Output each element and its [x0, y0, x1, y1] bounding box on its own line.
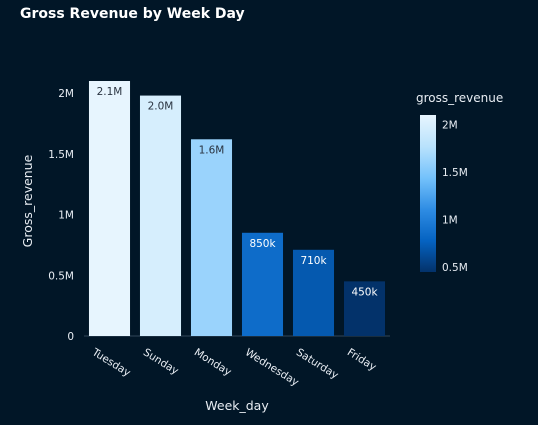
colorbar-tick-label: 0.5M — [442, 262, 468, 274]
bar-sunday[interactable] — [139, 95, 182, 336]
colorbar-title: gross_revenue — [416, 91, 503, 105]
bar-monday[interactable] — [190, 139, 233, 336]
y-tick-label: 2M — [58, 88, 74, 100]
colorbar-tick-label: 1.5M — [442, 167, 468, 179]
colorbar-gradient — [420, 115, 436, 272]
y-tick-label: 0.5M — [48, 270, 74, 282]
y-tick-label: 1.5M — [48, 149, 74, 161]
colorbar-tick-label: 2M — [442, 120, 458, 132]
bar-friday[interactable] — [343, 281, 386, 336]
bar-tuesday[interactable] — [88, 81, 131, 336]
plot-area: 0 0.5M 1M 1.5M 2M 2.1M Tuesday 2.0M Sunday 1.6M Mo… — [48, 81, 390, 389]
y-tick-label: 1M — [58, 210, 74, 222]
x-tick-label: Sunday — [141, 346, 181, 377]
x-tick-label: Monday — [192, 346, 234, 378]
x-axis-title: Week_day — [205, 398, 269, 413]
x-tick-label: Wednesday — [243, 346, 301, 388]
bar-saturday[interactable] — [292, 249, 335, 336]
bar-value-label: 2.0M — [148, 101, 174, 113]
bar-value-label: 2.1M — [97, 86, 123, 98]
bar-wednesday[interactable] — [241, 232, 284, 336]
bar-value-label: 850k — [249, 238, 276, 250]
x-tick-label: Friday — [345, 346, 378, 373]
colorbar-tick-label: 1M — [442, 215, 458, 227]
bar-value-label: 450k — [351, 286, 378, 298]
bar-value-label: 1.6M — [199, 144, 225, 156]
x-tick-label: Saturday — [294, 346, 340, 381]
bar-value-label: 710k — [300, 255, 327, 267]
colorbar-legend: gross_revenue 0.5M 1M 1.5M 2M — [416, 91, 503, 274]
y-axis-title: Gross_revenue — [20, 154, 35, 247]
x-tick-label: Tuesday — [89, 346, 132, 379]
chart-title: Gross Revenue by Week Day — [20, 6, 245, 22]
y-tick-label: 0 — [67, 331, 74, 343]
